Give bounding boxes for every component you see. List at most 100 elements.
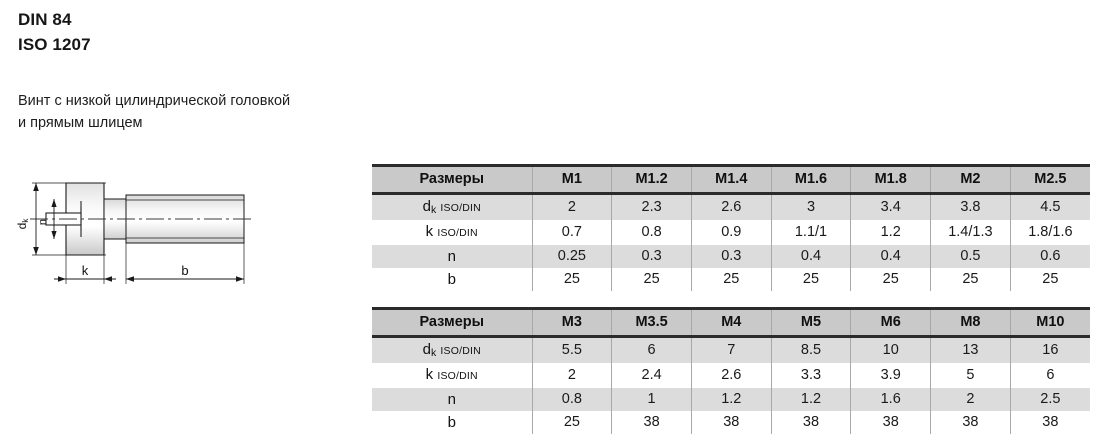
cell-value: 5.5 [531,336,612,363]
row-label-k: k ISO/DIN [372,220,533,245]
cell-value: 38 [690,411,772,434]
table-row: k ISO/DIN 0.7 0.8 0.9 1.1/1 1.2 1.4/1.3 … [372,220,1090,245]
dimension-label-dk: dk [15,218,30,230]
standard-iso: ISO 1207 [18,34,91,54]
dimension-b: b [125,243,245,284]
table-header-size: M3 [531,307,612,338]
cell-value: 25 [531,268,612,291]
table-row: dk ISO/DIN 2 2.3 2.6 3 3.4 3.8 4.5 [372,193,1090,220]
dimension-dk: dk [15,182,106,256]
cell-value: 3.4 [850,193,931,220]
cell-value: 2 [531,193,612,220]
cell-value: 0.5 [930,245,1011,268]
table-header-size: M1 [531,164,612,195]
product-description: Винт с низкой цилиндрической головкой и … [18,91,363,135]
cell-value: 16 [1009,336,1090,363]
cell-value: 25 [850,268,931,291]
dimensions-table: Размеры M1 M1.2 M1.4 M1.6 M1.8 M2 M2.5 d… [372,164,1090,291]
row-label-dk: dk ISO/DIN [372,336,533,363]
table-header-size: M10 [1009,307,1090,338]
cell-value: 4.5 [1009,193,1090,220]
cell-value: 38 [850,411,931,434]
table-header-row: Размеры M3 M3.5 M4 M5 M6 M8 M10 [372,307,1090,338]
cell-value: 2.4 [611,363,692,388]
cell-value: 3 [770,193,851,220]
cell-value: 1.2 [690,388,772,411]
table-header-size: M2.5 [1009,164,1090,195]
standard-title: DIN 84 ISO 1207 [18,8,363,57]
cell-value: 0.4 [770,245,851,268]
description-line-2: и прямым шлицем [18,115,143,132]
cell-value: 1.4/1.3 [930,220,1011,245]
dimension-label-b: b [181,263,188,278]
row-label-k: k ISO/DIN [372,363,533,388]
table-row: k ISO/DIN 2 2.4 2.6 3.3 3.9 5 6 [372,363,1090,388]
dimension-k: k [54,243,116,284]
table-header-size: M1.6 [770,164,851,195]
cell-value: 25 [690,268,772,291]
table-header-size: M1.4 [690,164,772,195]
table-header-label: Размеры [372,164,533,195]
table-header-size: M2 [930,164,1011,195]
cell-value: 0.3 [690,245,772,268]
cell-value: 25 [930,268,1011,291]
table-header-size: M3.5 [611,307,692,338]
table-header-size: M5 [770,307,851,338]
table-header-row: Размеры M1 M1.2 M1.4 M1.6 M1.8 M2 M2.5 [372,164,1090,195]
title-block: DIN 84 ISO 1207 Винт с низкой цилиндриче… [18,8,363,135]
cell-value: 38 [611,411,692,434]
row-label-b: b [372,411,533,434]
cell-value: 0.9 [690,220,772,245]
cell-value: 13 [930,336,1011,363]
cell-value: 0.6 [1009,245,1090,268]
cell-value: 3.9 [850,363,931,388]
cell-value: 8.5 [770,336,851,363]
table-row: b 25 25 25 25 25 25 25 [372,268,1090,291]
dimension-label-n: n [37,219,49,225]
table-header-size: M4 [690,307,772,338]
cell-value: 0.7 [531,220,612,245]
cell-value: 25 [1009,268,1090,291]
table-header-size: M8 [930,307,1011,338]
cell-value: 2 [531,363,612,388]
cell-value: 6 [611,336,692,363]
dimension-n: n [37,199,57,239]
table-row: b 25 38 38 38 38 38 38 [372,411,1090,434]
cell-value: 0.8 [531,388,612,411]
cell-value: 2.5 [1009,388,1090,411]
dimension-label-k: k [82,263,89,278]
cell-value: 1.2 [850,220,931,245]
table-header-size: M1.8 [850,164,931,195]
cell-value: 38 [770,411,851,434]
cell-value: 0.8 [611,220,692,245]
row-label-n: n [372,388,533,411]
cell-value: 2 [930,388,1011,411]
cell-value: 10 [850,336,931,363]
table-row: dk ISO/DIN 5.5 6 7 8.5 10 13 16 [372,336,1090,363]
cell-value: 38 [1009,411,1090,434]
cell-value: 2.3 [611,193,692,220]
dimensions-table-large: Размеры M3 M3.5 M4 M5 M6 M8 M10 dk ISO/D… [372,307,1090,434]
row-label-b: b [372,268,533,291]
row-label-n: n [372,245,533,268]
cell-value: 5 [930,363,1011,388]
table-header-size: M1.2 [611,164,692,195]
cell-value: 1.2 [770,388,851,411]
screw-diagram-svg: dk n k b [15,182,254,284]
description-line-1: Винт с низкой цилиндрической головкой [18,93,291,110]
cell-value: 3.3 [770,363,851,388]
table-header-label: Размеры [372,307,533,338]
cell-value: 0.25 [531,245,612,268]
technical-drawing: dk n k b [6,166,306,296]
cell-value: 6 [1009,363,1090,388]
cell-value: 1.1/1 [770,220,851,245]
cell-value: 25 [611,268,692,291]
cell-value: 0.3 [611,245,692,268]
cell-value: 7 [690,336,772,363]
cell-value: 2.6 [690,193,772,220]
table-header-size: M6 [850,307,931,338]
standard-din: DIN 84 [18,10,72,29]
cell-value: 25 [770,268,851,291]
cell-value: 3.8 [930,193,1011,220]
cell-value: 25 [531,411,612,434]
